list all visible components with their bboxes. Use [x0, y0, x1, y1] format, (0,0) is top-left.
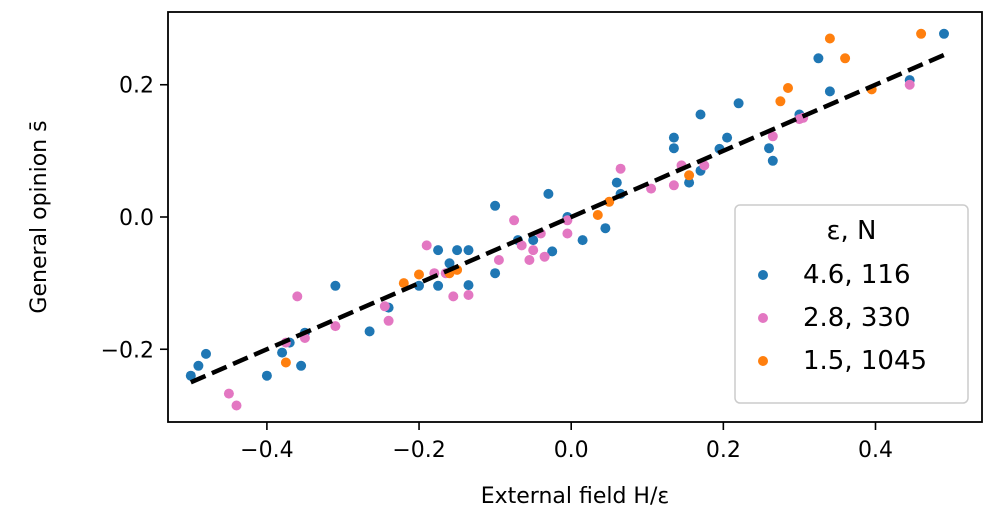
- data-point: [824, 33, 835, 44]
- data-point: [493, 255, 504, 265]
- data-point: [524, 255, 535, 265]
- data-point: [223, 388, 234, 399]
- data-point: [421, 240, 432, 251]
- data-point: [604, 196, 615, 207]
- data-point: [193, 360, 204, 371]
- data-point: [668, 180, 679, 191]
- data-point: [528, 235, 539, 246]
- data-point: [577, 235, 588, 246]
- data-point: [684, 170, 695, 181]
- x-tick-label: −0.2: [392, 438, 445, 463]
- data-point: [695, 109, 706, 120]
- data-point: [615, 163, 626, 174]
- x-tick-label: 0.4: [858, 438, 893, 463]
- legend-label: 2.8, 330: [803, 303, 911, 333]
- series-2: [223, 79, 915, 411]
- legend-marker: [758, 270, 768, 280]
- y-tick-label: −0.2: [101, 338, 154, 363]
- legend: ε, N 4.6, 116 2.8, 330 1.5, 1045: [734, 204, 969, 404]
- x-tick-label: 0.2: [706, 438, 741, 463]
- data-point: [733, 98, 744, 109]
- data-point: [904, 79, 915, 90]
- x-tick-label: −0.4: [240, 438, 293, 463]
- data-point: [539, 251, 550, 262]
- legend-box: [734, 204, 969, 404]
- data-point: [364, 326, 375, 337]
- y-tick-label: 0.0: [119, 206, 154, 231]
- data-point: [543, 188, 554, 199]
- data-point: [764, 143, 774, 154]
- legend-label: 4.6, 116: [803, 260, 911, 290]
- data-point: [668, 132, 679, 143]
- data-point: [201, 348, 211, 359]
- data-point: [824, 86, 835, 97]
- data-point: [916, 28, 927, 39]
- data-point: [528, 245, 539, 256]
- data-point: [939, 28, 949, 39]
- data-point: [767, 131, 778, 142]
- data-point: [684, 177, 695, 188]
- data-point: [277, 347, 288, 358]
- data-point: [463, 245, 474, 256]
- data-point: [414, 269, 424, 280]
- data-point: [813, 53, 824, 64]
- y-axis-label: General opinion s̄: [27, 120, 52, 313]
- data-point: [398, 278, 409, 289]
- data-point: [448, 291, 459, 302]
- legend-marker: [758, 356, 768, 366]
- data-point: [185, 370, 196, 381]
- data-point: [600, 223, 611, 234]
- x-axis-label: External field H/ε: [481, 484, 670, 509]
- data-point: [379, 301, 390, 312]
- x-tick-label: 0.0: [554, 438, 589, 463]
- data-point: [516, 240, 527, 251]
- data-point: [509, 215, 520, 226]
- data-point: [783, 83, 793, 93]
- data-point: [463, 280, 474, 291]
- data-point: [699, 160, 710, 171]
- data-point: [444, 258, 455, 269]
- data-point: [433, 280, 444, 291]
- data-point: [296, 360, 307, 371]
- axes: −0.4 −0.2 0.0 0.2 0.4 −0.2 0.0 0.2: [101, 11, 983, 463]
- data-point: [562, 215, 573, 226]
- data-point: [414, 280, 424, 291]
- data-point: [433, 245, 444, 256]
- data-point: [330, 321, 341, 332]
- data-point: [722, 132, 733, 143]
- legend-title: ε, N: [826, 216, 876, 246]
- plot-area: [185, 28, 949, 411]
- plot-content: [185, 28, 949, 411]
- y-tick-label: 0.2: [119, 74, 154, 99]
- legend-marker: [758, 313, 768, 323]
- data-point: [261, 370, 272, 381]
- data-point: [611, 177, 622, 188]
- data-point: [292, 291, 303, 302]
- data-point: [840, 53, 851, 64]
- data-point: [231, 400, 242, 411]
- data-point: [452, 245, 463, 256]
- data-point: [592, 210, 603, 220]
- legend-label: 1.5, 1045: [803, 346, 927, 376]
- data-point: [646, 183, 657, 194]
- data-point: [280, 357, 291, 368]
- data-point: [383, 315, 394, 326]
- data-point: [767, 155, 778, 166]
- data-point: [775, 96, 786, 107]
- data-point: [547, 246, 558, 257]
- series-3: [280, 28, 927, 368]
- data-point: [668, 143, 679, 154]
- data-point: [463, 290, 474, 300]
- data-point: [490, 200, 501, 211]
- data-point: [330, 280, 341, 291]
- data-point: [490, 268, 501, 279]
- data-point: [562, 228, 573, 239]
